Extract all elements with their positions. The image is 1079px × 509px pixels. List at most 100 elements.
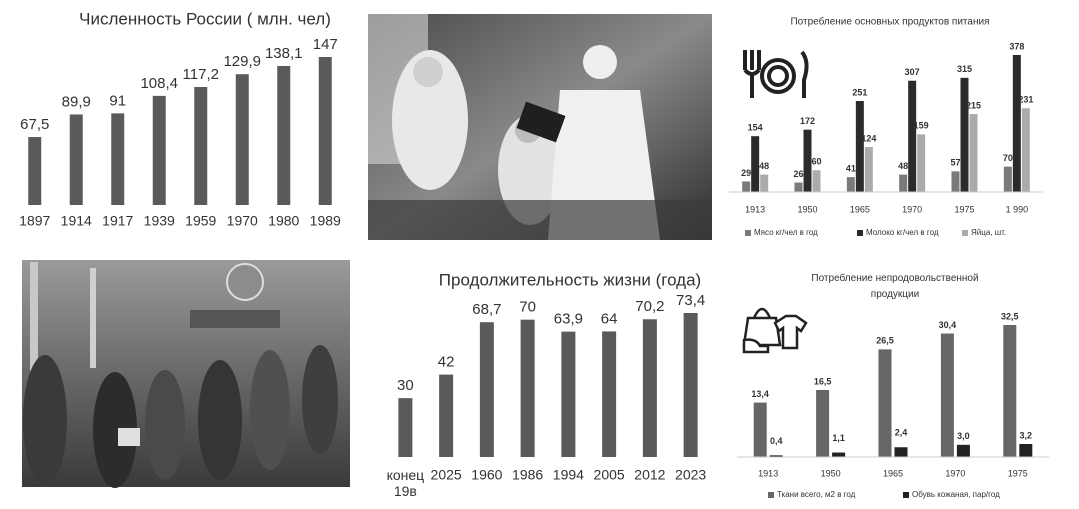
bar bbox=[69, 114, 83, 205]
value-label: 231 bbox=[1018, 95, 1033, 105]
x-tick-label: 1939 bbox=[144, 213, 175, 229]
legend-swatch bbox=[857, 230, 863, 236]
value-label: 108,4 bbox=[140, 75, 178, 92]
value-label: 138,1 bbox=[265, 45, 303, 62]
bar bbox=[398, 398, 413, 457]
bar bbox=[1021, 108, 1030, 192]
legend-label: Мясо кг/чел в год bbox=[754, 228, 818, 237]
value-label: 42 bbox=[438, 354, 455, 371]
value-label: 41 bbox=[846, 164, 856, 174]
bar bbox=[803, 129, 812, 192]
value-label: 251 bbox=[852, 87, 867, 97]
x-tick-label: 1950 bbox=[797, 204, 817, 214]
bar bbox=[111, 113, 125, 205]
bar bbox=[742, 181, 751, 192]
bar bbox=[894, 447, 908, 457]
bar bbox=[917, 134, 926, 192]
bar bbox=[864, 147, 873, 192]
legend-label: Обувь кожаная, пар/год bbox=[912, 490, 1000, 499]
bar bbox=[194, 87, 208, 205]
x-tick-label: 1994 bbox=[553, 467, 584, 483]
chart-title: Потребление основных продуктов питания bbox=[790, 16, 989, 28]
x-tick-label: 1917 bbox=[102, 213, 133, 229]
value-label: 70 bbox=[1003, 153, 1013, 163]
value-label: 63,9 bbox=[554, 311, 583, 328]
x-tick-label: 1897 bbox=[19, 213, 50, 229]
value-label: 215 bbox=[966, 100, 981, 110]
x-tick-label: 1965 bbox=[883, 468, 903, 478]
value-label: 29 bbox=[741, 168, 751, 178]
value-label: 129,9 bbox=[223, 53, 261, 70]
x-tick-label: 1970 bbox=[227, 213, 258, 229]
value-label: 378 bbox=[1009, 41, 1024, 51]
bar bbox=[642, 319, 657, 457]
x-tick-label: 1913 bbox=[745, 204, 765, 214]
bar bbox=[561, 331, 576, 457]
legend-label: Яйца, шт. bbox=[971, 228, 1006, 237]
x-tick-label: 1 990 bbox=[1006, 204, 1029, 214]
x-tick-label: 1959 bbox=[185, 213, 216, 229]
value-label: 154 bbox=[748, 123, 763, 133]
value-label: 2,4 bbox=[895, 428, 908, 438]
x-tick-label: конец 19в bbox=[387, 467, 425, 499]
value-label: 315 bbox=[957, 64, 972, 74]
value-label: 307 bbox=[905, 67, 920, 77]
bar bbox=[1019, 444, 1033, 457]
x-tick-label: 1986 bbox=[512, 467, 543, 483]
legend-swatch bbox=[768, 492, 774, 498]
x-tick-label: 1965 bbox=[850, 204, 870, 214]
value-label: 26 bbox=[793, 169, 803, 179]
bar bbox=[956, 444, 970, 457]
x-tick-label: 1950 bbox=[821, 468, 841, 478]
legend-label: Молоко кг/чел в год bbox=[866, 228, 939, 237]
value-label: 117,2 bbox=[183, 66, 219, 83]
x-tick-label: 1960 bbox=[471, 467, 502, 483]
bar bbox=[794, 182, 803, 192]
bar bbox=[760, 174, 769, 192]
value-label: 32,5 bbox=[1001, 311, 1019, 321]
x-tick-label: 1989 bbox=[310, 213, 341, 229]
bar bbox=[1003, 166, 1012, 192]
photo-demonstration bbox=[22, 260, 350, 488]
x-tick-label: 1975 bbox=[954, 204, 974, 214]
value-label: 3,0 bbox=[957, 431, 970, 441]
goods-icon bbox=[742, 307, 808, 354]
bar bbox=[520, 319, 535, 457]
bar bbox=[1012, 55, 1021, 192]
legend-swatch bbox=[903, 492, 909, 498]
bar bbox=[439, 374, 454, 457]
value-label: 30,4 bbox=[939, 320, 957, 330]
bar bbox=[152, 95, 166, 205]
bar bbox=[816, 389, 830, 457]
legend-swatch bbox=[745, 230, 751, 236]
value-label: 73,4 bbox=[676, 292, 705, 309]
value-label: 70,2 bbox=[635, 298, 664, 315]
value-label: 64 bbox=[601, 310, 618, 327]
bar bbox=[855, 101, 864, 192]
value-label: 0,4 bbox=[770, 436, 783, 446]
value-label: 57 bbox=[950, 158, 960, 168]
x-tick-label: 1970 bbox=[945, 468, 965, 478]
x-tick-label: 1913 bbox=[758, 468, 778, 478]
bar bbox=[940, 333, 954, 457]
value-label: 67,5 bbox=[20, 116, 49, 133]
bar bbox=[908, 80, 917, 192]
bar bbox=[602, 331, 617, 457]
value-label: 16,5 bbox=[814, 376, 832, 386]
x-tick-label: 1914 bbox=[61, 213, 92, 229]
x-tick-label: 2023 bbox=[675, 467, 706, 483]
bar bbox=[846, 177, 855, 192]
value-label: 48 bbox=[898, 161, 908, 171]
bar bbox=[960, 77, 969, 192]
x-tick-label: 2012 bbox=[634, 467, 665, 483]
x-tick-label: 1970 bbox=[902, 204, 922, 214]
value-label: 26,5 bbox=[876, 336, 894, 346]
bar bbox=[28, 137, 42, 205]
bar bbox=[878, 349, 892, 457]
legend-swatch bbox=[962, 230, 968, 236]
chart-title: Продолжительность жизни (года) bbox=[439, 270, 701, 289]
x-tick-label: 2025 bbox=[431, 467, 462, 483]
food-icon bbox=[743, 50, 809, 98]
value-label: 48 bbox=[759, 161, 769, 171]
bar bbox=[277, 65, 291, 205]
